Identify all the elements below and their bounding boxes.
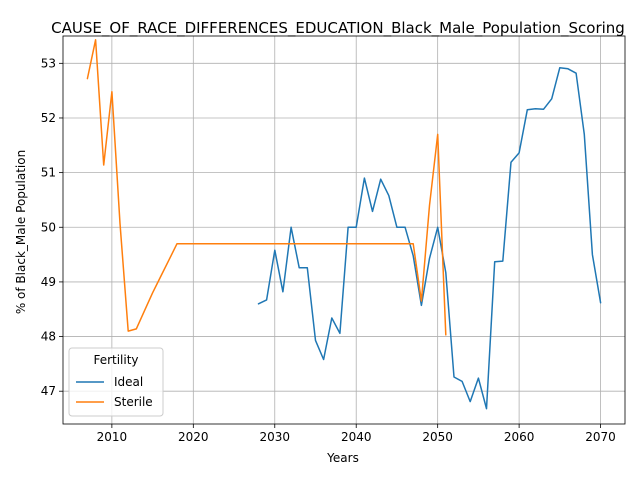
y-axis-label: % of Black_Male Population (14, 150, 28, 314)
x-tick-label: 2050 (422, 430, 453, 444)
y-tick-label: 47 (41, 384, 56, 398)
legend-box (68, 347, 164, 417)
axis-ticks: 2010 2020 2030 2040 2050 2060 2070 47 48 49 50 51 52… (41, 56, 616, 444)
y-tick-label: 51 (41, 166, 56, 180)
chart-title: CAUSE_OF_RACE_DIFFERENCES_EDUCATION_Blac… (51, 19, 625, 38)
series-line-sterile (86, 39, 447, 336)
y-tick-label: 50 (41, 220, 56, 234)
plot-frame (62, 35, 626, 425)
y-tick-label: 49 (41, 275, 56, 289)
y-tick-label: 48 (41, 330, 56, 344)
legend-label-sterile: Sterile (114, 395, 153, 409)
x-tick-label: 2010 (97, 430, 128, 444)
series-lines (86, 39, 602, 410)
x-tick-label: 2040 (341, 430, 372, 444)
x-tick-label: 2060 (504, 430, 535, 444)
x-tick-label: 2030 (259, 430, 290, 444)
x-axis-label: Years (326, 451, 359, 465)
legend-label-ideal: Ideal (114, 375, 143, 389)
y-tick-label: 53 (41, 56, 56, 70)
series-line-ideal (257, 66, 602, 410)
x-tick-label: 2070 (585, 430, 616, 444)
y-tick-label: 52 (41, 111, 56, 125)
x-tick-label: 2020 (178, 430, 209, 444)
legend: Fertility Ideal Sterile (68, 347, 164, 417)
legend-title: Fertility (93, 353, 138, 367)
